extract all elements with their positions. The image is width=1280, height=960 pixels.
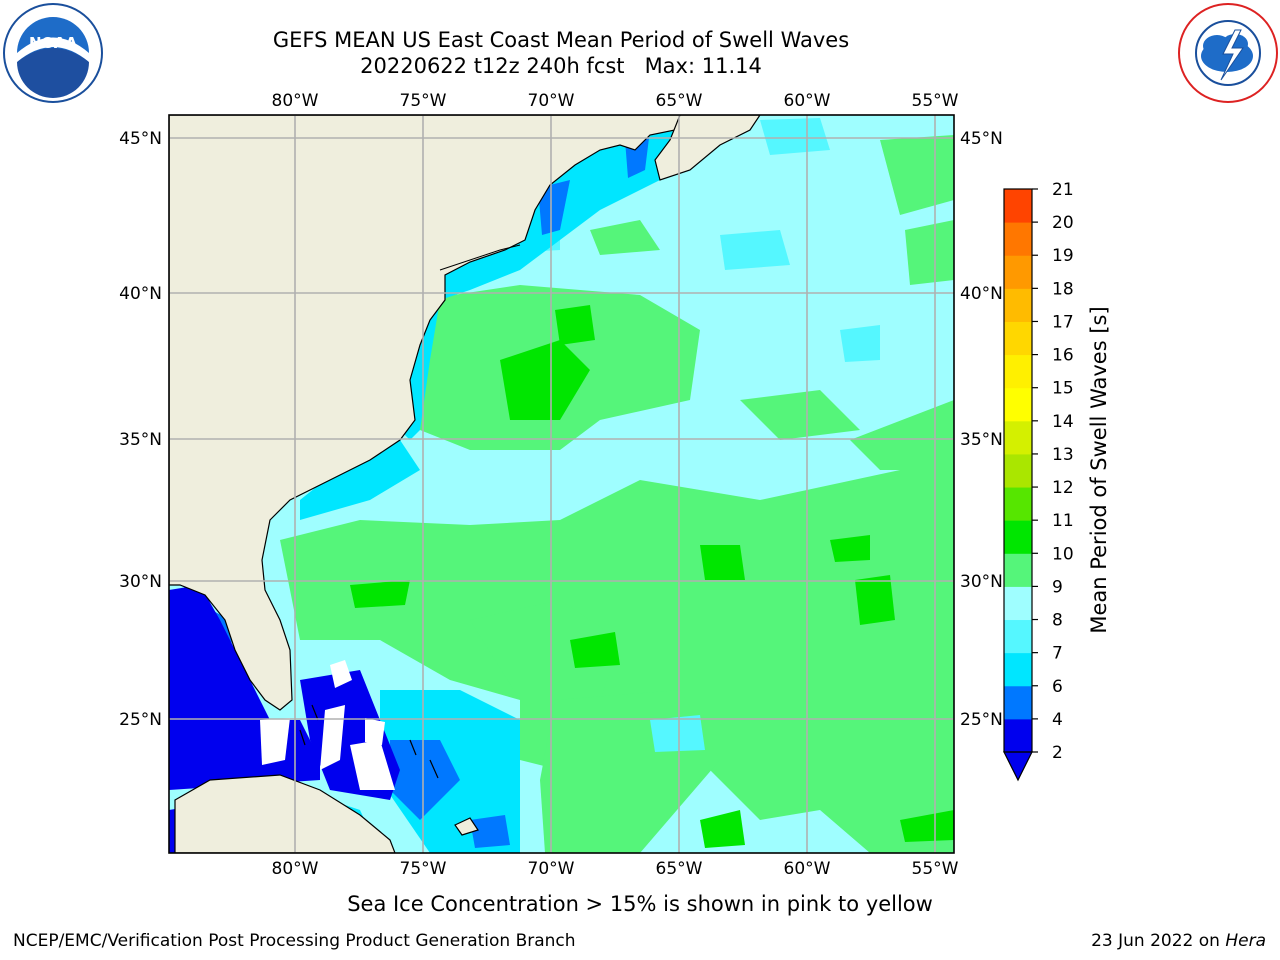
colorbar-tick-label: 14 (1052, 412, 1074, 432)
lat-label: 30°N (119, 572, 162, 592)
producer-credit: NCEP/EMC/Verification Post Processing Pr… (13, 931, 576, 951)
colorbar-tick-label: 8 (1052, 611, 1063, 631)
colorbar-tick-label: 18 (1052, 279, 1074, 299)
long-island-coast (439, 244, 521, 271)
lon-label: 60°W (784, 91, 831, 111)
lon-label: 75°W (400, 859, 447, 879)
lat-label: 35°N (960, 430, 1003, 450)
lat-label: 45°N (119, 129, 162, 149)
lon-label: 80°W (272, 91, 319, 111)
colorbar-tick-label: 15 (1052, 379, 1074, 399)
lat-label: 30°N (960, 572, 1003, 592)
colorbar-tick-label: 2 (1052, 743, 1063, 763)
colorbar-segment (1004, 652, 1032, 687)
colorbar-segment (1004, 255, 1032, 289)
chart-subtitle: 20220622 t12z 240h fcst Max: 11.14 (360, 54, 762, 78)
lon-label: 70°W (528, 91, 575, 111)
colorbar-tick-label: 13 (1052, 445, 1074, 465)
lon-label: 70°W (528, 859, 575, 879)
lon-labels-top: 80°W 75°W 70°W 65°W 60°W 55°W (272, 91, 959, 111)
lat-label: 45°N (960, 129, 1003, 149)
colorbar-segment (1004, 288, 1032, 322)
colorbar-tick-label: 12 (1052, 478, 1074, 498)
colorbar-segment (1004, 189, 1032, 223)
lat-label: 25°N (960, 710, 1003, 730)
lat-label: 40°N (960, 284, 1003, 304)
lon-label: 80°W (272, 859, 319, 879)
colorbar-tick-label: 7 (1052, 644, 1063, 664)
colorbar-tick-label: 4 (1052, 710, 1063, 730)
colorbar-segment (1004, 619, 1032, 654)
colorbar-frame (1003, 188, 1033, 753)
land-mass (169, 115, 761, 853)
colorbar-segment (1004, 222, 1032, 256)
lat-label: 40°N (119, 284, 162, 304)
run-date: 23 Jun 2022 on Hera (1091, 931, 1266, 951)
lon-label: 75°W (400, 91, 447, 111)
colorbar-label: Mean Period of Swell Waves [s] (1087, 306, 1111, 633)
colorbar-tick-label: 21 (1052, 180, 1074, 200)
colorbar-segment (1004, 387, 1032, 422)
map-frame (168, 114, 955, 854)
colorbar-segment (1004, 553, 1032, 587)
colorbar-tick-label: 16 (1052, 346, 1074, 366)
host-name: Hera (1225, 931, 1266, 951)
bahamas-islands (299, 704, 439, 779)
colorbar: 2 4 6 7 8 9 10 11 12 13 14 15 16 17 18 19 20 21 Mean Peri… (1003, 180, 1111, 782)
noaa-logo-text: NOAA (29, 34, 78, 52)
map-gridlines (169, 115, 954, 853)
colorbar-segment (1004, 586, 1032, 621)
chart-title: GEFS MEAN US East Coast Mean Period of S… (272, 28, 850, 52)
colorbar-segment (1004, 685, 1032, 720)
map-area (169, 115, 954, 853)
colorbar-tick-label: 10 (1052, 544, 1074, 564)
colorbar-tick-label: 19 (1052, 246, 1074, 266)
lon-label: 65°W (656, 859, 703, 879)
colorbar-segment (1004, 718, 1032, 753)
colorbar-ticks: 2 4 6 7 8 9 10 11 12 13 14 15 16 17 18 19 20 21 (1032, 180, 1074, 763)
colorbar-extend-arrow (1003, 751, 1033, 782)
run-date-text: 23 Jun 2022 on (1091, 931, 1220, 951)
colorbar-segment (1004, 520, 1032, 554)
colorbar-tick-label: 9 (1052, 577, 1063, 597)
colorbar-tick-label: 11 (1052, 511, 1074, 531)
lat-label: 25°N (119, 710, 162, 730)
unavailable-data-patches (260, 660, 395, 790)
colorbar-tick-label: 17 (1052, 312, 1074, 332)
colorbar-segment (1004, 354, 1032, 389)
colorbar-tick-label: 20 (1052, 213, 1074, 233)
swell-10-11s-regions (350, 305, 954, 848)
colorbar-tick-label: 6 (1052, 677, 1063, 697)
colorbar-segment (1004, 321, 1032, 356)
lon-label: 55°W (912, 91, 959, 111)
lon-labels-bottom: 80°W 75°W 70°W 65°W 60°W 55°W (272, 859, 959, 879)
lat-labels-left: 45°N 40°N 35°N 30°N 25°N (119, 129, 162, 730)
lat-label: 35°N (119, 430, 162, 450)
colorbar-segment (1004, 420, 1032, 455)
lon-label: 60°W (784, 859, 831, 879)
colorbar-segment (1004, 487, 1032, 521)
noaa-logo: NOAA (3, 3, 103, 103)
nws-logo (1178, 3, 1278, 103)
lat-labels-right: 45°N 40°N 35°N 30°N 25°N (960, 129, 1003, 730)
lon-label: 55°W (912, 859, 959, 879)
colorbar-segment (1004, 453, 1032, 488)
sea-ice-note: Sea Ice Concentration > 15% is shown in … (347, 892, 933, 916)
lon-label: 65°W (656, 91, 703, 111)
colorbar-segments (1004, 189, 1032, 753)
